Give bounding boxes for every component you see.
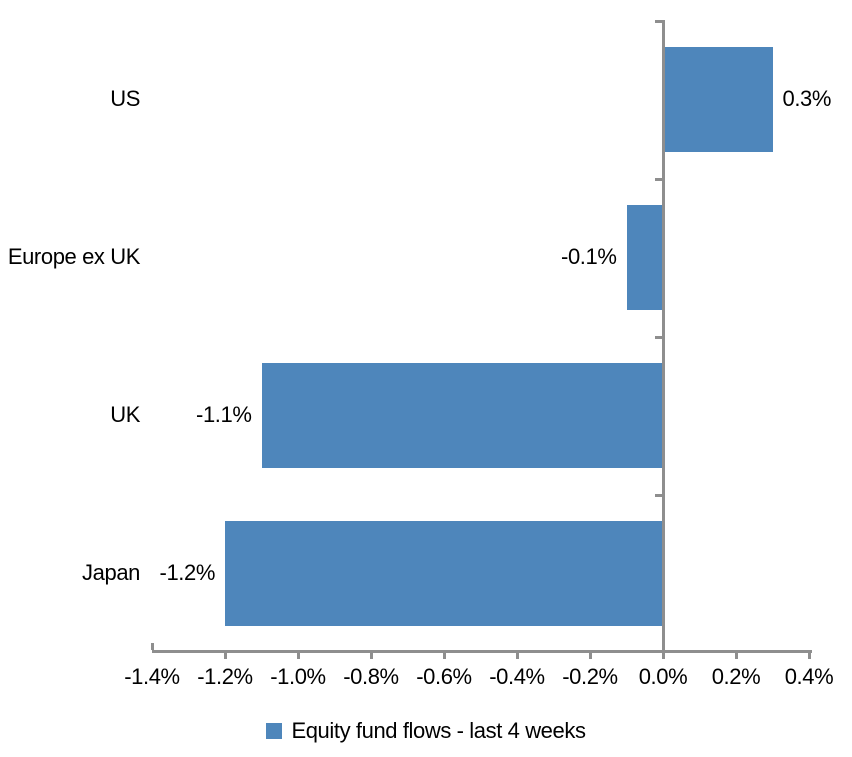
bar-uk [261, 362, 663, 468]
bar-us [663, 46, 773, 152]
x-tick-label: -0.2% [562, 664, 618, 689]
x-tick-label: 0.4% [784, 664, 834, 689]
bar-japan [225, 520, 663, 626]
category-label-japan: Japan [82, 560, 140, 585]
y-axis-tick [655, 20, 662, 23]
legend-marker [266, 723, 283, 739]
x-axis-tick [735, 653, 738, 659]
y-axis-tick [655, 336, 662, 339]
x-tick-label: -0.4% [489, 664, 545, 689]
category-label-us: US [110, 86, 140, 111]
x-tick-label: -1.2% [197, 664, 253, 689]
y-axis-tick [655, 178, 662, 181]
x-axis-tick [151, 643, 154, 650]
x-axis-line [152, 650, 812, 653]
x-axis-tick [297, 653, 300, 659]
legend: Equity fund flows - last 4 weeks [0, 718, 852, 744]
category-label-europe-ex-uk: Europe ex UK [7, 244, 141, 269]
x-axis-tick [589, 653, 592, 659]
bar-europe-ex-uk [626, 204, 663, 310]
x-tick-label: 0.2% [711, 664, 761, 689]
category-label-uk: UK [110, 402, 140, 427]
x-axis-tick [808, 653, 811, 659]
y-axis-line [662, 20, 665, 659]
x-axis-tick [443, 653, 446, 659]
value-label-us: 0.3% [782, 86, 832, 111]
x-axis-tick [370, 653, 373, 659]
x-tick-label: -1.4% [124, 664, 180, 689]
value-label-uk: -1.1% [196, 402, 252, 427]
x-tick-label: -0.6% [416, 664, 472, 689]
value-label-japan: -1.2% [159, 560, 216, 585]
legend-label: Equity fund flows - last 4 weeks [291, 718, 586, 743]
x-tick-label: -1.0% [270, 664, 326, 689]
x-axis-tick [516, 653, 519, 659]
y-axis-tick [655, 494, 662, 497]
x-axis-tick [224, 653, 227, 659]
value-label-europe-ex-uk: -0.1% [561, 244, 617, 269]
x-tick-label: 0.0% [638, 664, 688, 689]
x-axis-tick [662, 653, 665, 659]
x-tick-label: -0.8% [343, 664, 399, 689]
